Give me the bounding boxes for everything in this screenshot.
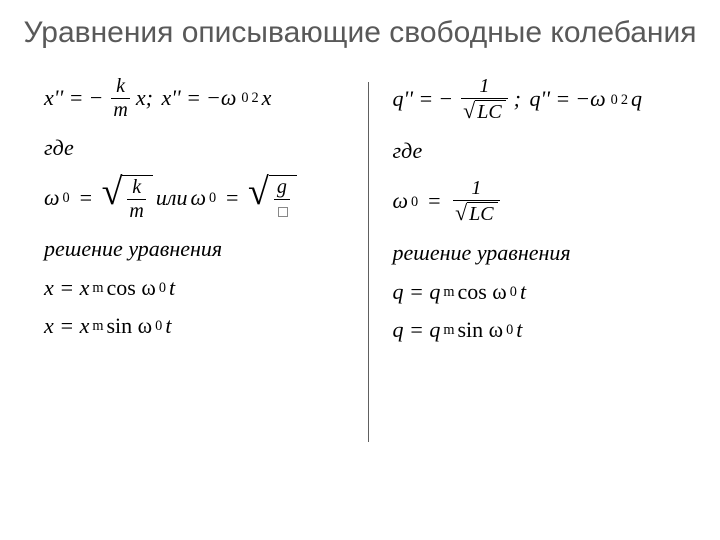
left-or: или bbox=[156, 186, 188, 210]
slide-title: Уравнения описывающие свободные колебани… bbox=[0, 0, 720, 52]
right-eq1: q'' = − 1 √ LC ; q'' = −ω02 q bbox=[393, 76, 701, 124]
right-solution-label: решение уравнения bbox=[393, 240, 701, 266]
left-eq1-den: m bbox=[111, 98, 129, 121]
left-eq2: ω0 = √ k m или ω0 = √ g bbox=[44, 175, 352, 222]
content-area: x'' = − k m x; x'' = −ω02 x где ω0 = √ k… bbox=[0, 52, 720, 442]
placeholder-box-icon bbox=[278, 207, 288, 217]
right-sol-sin: q = qm sin ω0 t bbox=[393, 318, 701, 342]
right-eq2: ω0 = 1 √ LC bbox=[393, 178, 701, 226]
left-solution-label: решение уравнения bbox=[44, 236, 352, 262]
right-eq1-num: 1 bbox=[477, 76, 491, 98]
left-sol-sin: x = xm sin ω0 t bbox=[44, 314, 352, 338]
right-where: где bbox=[393, 138, 701, 164]
left-eq1: x'' = − k m x; x'' = −ω02 x bbox=[44, 76, 352, 121]
left-where: где bbox=[44, 135, 352, 161]
left-column: x'' = − k m x; x'' = −ω02 x где ω0 = √ k… bbox=[0, 76, 368, 442]
right-sol-cos: q = qm cos ω0 t bbox=[393, 280, 701, 304]
left-sol-cos: x = xm cos ω0 t bbox=[44, 276, 352, 300]
left-eq1-num: k bbox=[114, 76, 127, 98]
right-column: q'' = − 1 √ LC ; q'' = −ω02 q где ω0 = bbox=[369, 76, 720, 442]
right-eq1-den: LC bbox=[475, 100, 505, 123]
